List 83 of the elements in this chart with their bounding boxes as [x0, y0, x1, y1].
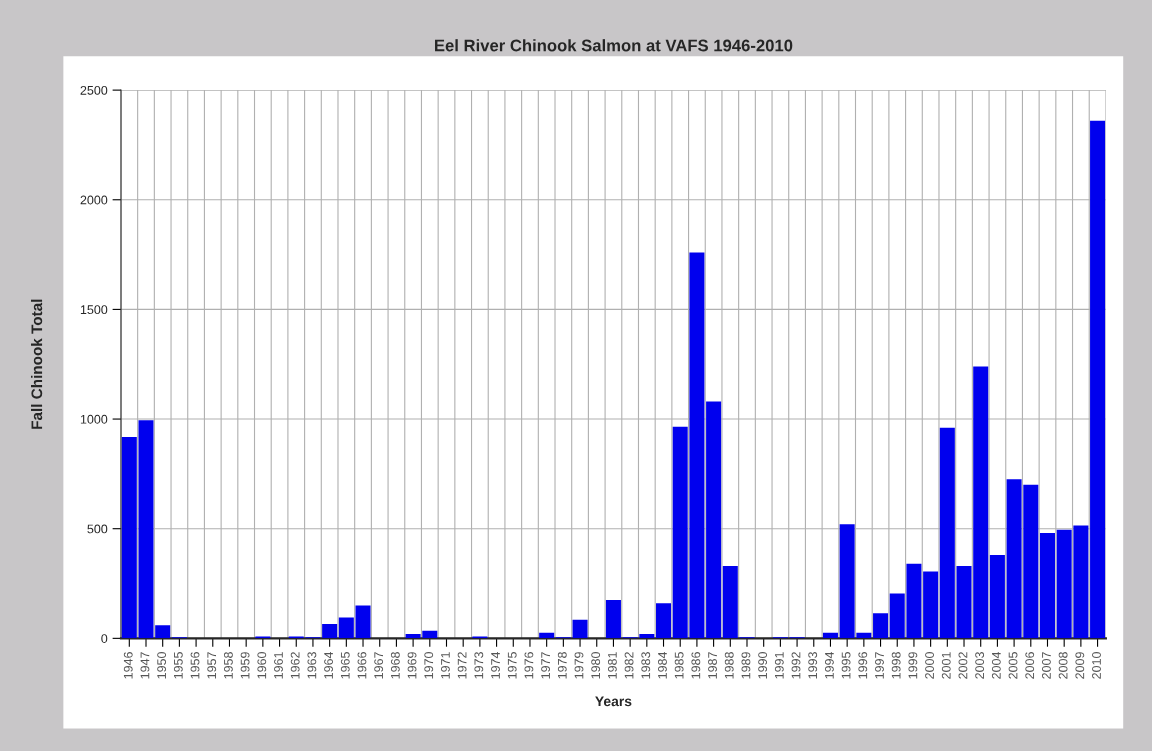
x-tick-label: 1958 — [223, 652, 233, 679]
x-tick-label: 1978 — [557, 652, 567, 679]
x-tick-label: 1973 — [474, 652, 484, 679]
x-tick-label: 1982 — [624, 652, 634, 679]
x-tick-label: 1971 — [441, 652, 450, 679]
x-tick-label: 1988 — [724, 652, 734, 679]
x-tick-label: 1992 — [791, 652, 801, 679]
bar — [605, 599, 621, 639]
x-tick-label: 1998 — [891, 652, 901, 679]
x-axis-title: Years — [595, 696, 632, 707]
x-tick-label: 1955 — [173, 652, 183, 679]
x-tick-label: 1994 — [824, 651, 834, 679]
x-tick-label: 1999 — [908, 652, 918, 679]
x-tick-label: 1991 — [774, 652, 784, 679]
x-tick-label: 1964 — [324, 651, 333, 679]
x-tick-label: 1965 — [340, 652, 350, 679]
x-tick-label: 2002 — [958, 652, 968, 679]
x-tick-label: 1993 — [808, 652, 818, 679]
y-tick-label: 2500 — [80, 85, 108, 95]
x-tick-label: 1990 — [758, 652, 768, 679]
x-tick-label: 1986 — [691, 652, 701, 679]
bar — [989, 555, 1005, 639]
y-tick-label: 2000 — [80, 195, 108, 205]
x-tick-label: 2007 — [1041, 652, 1051, 679]
x-tick-label: 1981 — [607, 652, 617, 679]
x-tick-label: 1997 — [875, 652, 884, 679]
bar — [572, 619, 588, 639]
x-tick-label: 1975 — [507, 652, 517, 679]
x-tick-label: 1995 — [841, 652, 851, 679]
x-tick-label: 1960 — [257, 652, 267, 679]
bar — [338, 617, 354, 639]
bar — [706, 401, 722, 639]
x-tick-label: 2004 — [991, 651, 1001, 679]
x-tick-label: 1976 — [524, 652, 534, 679]
x-tick-label: 1956 — [190, 652, 200, 679]
x-tick-label: 1959 — [240, 652, 250, 679]
bar — [322, 624, 338, 639]
x-tick-label: 1984 — [658, 651, 667, 679]
chart-title: Eel River Chinook Salmon at VAFS 1946-2010 — [435, 39, 793, 52]
x-tick-label: 1957 — [207, 652, 217, 679]
y-tick-label: 0 — [101, 634, 108, 643]
x-tick-label: 1946 — [123, 652, 133, 679]
x-tick-label: 1963 — [307, 652, 317, 679]
bar — [1090, 120, 1106, 639]
y-tick-label: 500 — [87, 524, 108, 534]
bar — [939, 427, 955, 639]
x-tick-label: 1989 — [741, 652, 751, 679]
x-tick-label: 1974 — [491, 651, 500, 679]
x-tick-label: 1967 — [374, 652, 384, 679]
x-tick-label: 1969 — [407, 652, 417, 679]
bar — [923, 571, 939, 639]
x-tick-label: 1980 — [591, 652, 601, 679]
y-axis-title: Fall Chinook Total — [31, 299, 43, 429]
x-tick-label: 1962 — [290, 652, 300, 679]
x-tick-label: 1947 — [140, 652, 150, 679]
y-tick-label: 1000 — [80, 414, 108, 424]
x-tick-label: 1972 — [457, 652, 467, 679]
x-tick-label: 1968 — [390, 652, 400, 679]
bar — [1039, 533, 1055, 639]
x-tick-label: 2001 — [941, 652, 951, 679]
bar — [822, 632, 838, 639]
x-tick-label: 2009 — [1075, 652, 1085, 679]
x-tick-label: 2008 — [1058, 652, 1068, 679]
bar — [355, 605, 371, 639]
x-tick-label: 2003 — [975, 652, 985, 679]
x-tick-label: 1950 — [157, 652, 167, 679]
x-tick-label: 1979 — [574, 652, 584, 679]
bar — [873, 613, 889, 639]
y-tick-label: 1500 — [80, 305, 108, 315]
x-tick-label: 1983 — [641, 652, 651, 679]
x-tick-label: 1961 — [274, 652, 283, 679]
x-tick-label: 2005 — [1008, 652, 1018, 679]
x-tick-label: 2000 — [925, 652, 934, 679]
x-tick-label: 1987 — [708, 652, 717, 679]
x-tick-label: 2006 — [1025, 652, 1035, 679]
bar — [539, 632, 555, 639]
x-tick-label: 1985 — [674, 652, 684, 679]
x-tick-label: 2010 — [1092, 652, 1101, 679]
bar — [656, 603, 672, 639]
x-tick-label: 1970 — [424, 652, 434, 679]
x-tick-label: 1996 — [858, 652, 868, 679]
x-tick-label: 1966 — [357, 652, 367, 679]
x-tick-label: 1977 — [541, 652, 551, 679]
